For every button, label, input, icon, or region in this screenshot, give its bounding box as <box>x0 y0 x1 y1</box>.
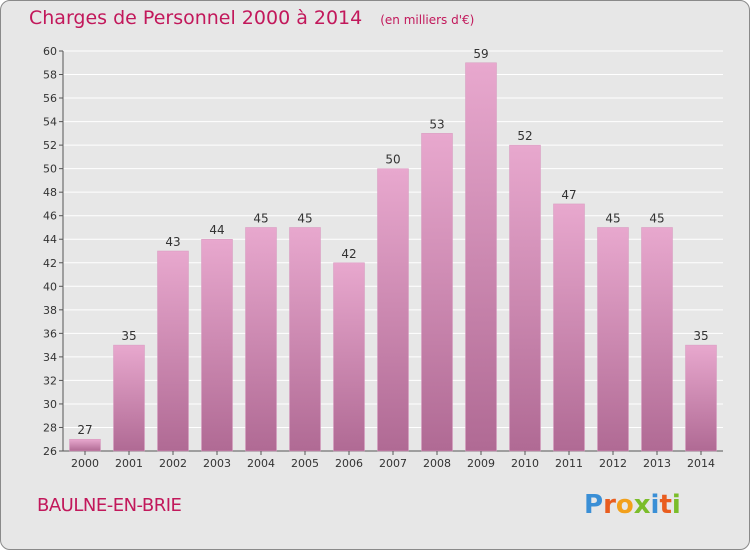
chart-title: Charges de Personnel 2000 à 2014 (en mill… <box>29 7 474 29</box>
bar <box>641 227 673 452</box>
bar <box>113 344 145 452</box>
chart-title-text: Charges de Personnel 2000 à 2014 <box>29 7 363 29</box>
bar-value-label: 45 <box>605 211 620 225</box>
bar-value-label: 52 <box>517 129 532 143</box>
bar-value-label: 35 <box>121 329 136 343</box>
y-tick-label: 54 <box>43 116 57 129</box>
x-tick-label: 2009 <box>467 457 495 470</box>
commune-name: BAULNE-EN-BRIE <box>37 495 182 516</box>
bar <box>245 227 277 452</box>
x-tick-label: 2003 <box>203 457 231 470</box>
proxiti-logo: Proxiti <box>584 490 681 520</box>
bar-value-label: 42 <box>341 247 356 261</box>
y-tick-label: 32 <box>43 374 57 387</box>
bar <box>421 133 453 452</box>
y-tick-label: 26 <box>43 445 57 458</box>
x-tick-label: 2010 <box>511 457 539 470</box>
y-tick-label: 48 <box>43 186 57 199</box>
bar <box>465 62 497 452</box>
x-tick-label: 2005 <box>291 457 319 470</box>
bar <box>553 203 585 452</box>
bar-value-label: 53 <box>429 117 444 131</box>
logo-letter: P <box>584 490 604 520</box>
bar-value-label: 45 <box>297 211 312 225</box>
bar <box>685 344 717 452</box>
bar-value-label: 47 <box>561 188 576 202</box>
bar <box>201 238 233 452</box>
x-tick-label: 2013 <box>643 457 671 470</box>
bar-value-label: 45 <box>649 211 664 225</box>
bar <box>509 144 541 452</box>
y-tick-label: 60 <box>43 45 57 58</box>
x-tick-label: 2006 <box>335 457 363 470</box>
y-tick-label: 36 <box>43 327 57 340</box>
x-tick-label: 2011 <box>555 457 583 470</box>
x-tick-label: 2007 <box>379 457 407 470</box>
bar-value-label: 44 <box>209 223 224 237</box>
logo-letter: x <box>633 490 651 520</box>
x-tick-label: 2001 <box>115 457 143 470</box>
y-tick-label: 52 <box>43 139 57 152</box>
x-tick-label: 2014 <box>687 457 715 470</box>
x-tick-label: 2012 <box>599 457 627 470</box>
y-tick-label: 28 <box>43 421 57 434</box>
bar <box>597 227 629 452</box>
bar-value-label: 50 <box>385 153 400 167</box>
bar <box>377 168 409 452</box>
bar <box>289 227 321 452</box>
x-tick-label: 2000 <box>71 457 99 470</box>
x-tick-label: 2004 <box>247 457 275 470</box>
bar-value-label: 27 <box>77 423 92 437</box>
logo-letter: r <box>603 490 616 520</box>
logo-letter: i <box>671 490 681 520</box>
bar-value-label: 59 <box>473 47 488 61</box>
bar <box>69 438 101 452</box>
bar-value-label: 43 <box>165 235 180 249</box>
bar <box>333 262 365 452</box>
y-tick-label: 44 <box>43 233 57 246</box>
y-tick-label: 30 <box>43 398 57 411</box>
y-tick-label: 38 <box>43 304 57 317</box>
logo-letter: i <box>650 490 660 520</box>
bar-value-label: 35 <box>693 329 708 343</box>
logo-letter: o <box>615 490 634 520</box>
y-tick-label: 40 <box>43 280 57 293</box>
x-tick-label: 2002 <box>159 457 187 470</box>
y-tick-label: 42 <box>43 257 57 270</box>
y-tick-label: 34 <box>43 351 57 364</box>
logo-letter: t <box>659 490 672 520</box>
chart-subtitle: (en milliers d'€) <box>380 13 475 27</box>
bar <box>157 250 189 452</box>
x-tick-label: 2008 <box>423 457 451 470</box>
y-tick-label: 46 <box>43 210 57 223</box>
y-tick-label: 56 <box>43 92 57 105</box>
y-tick-label: 50 <box>43 163 57 176</box>
bar-value-label: 45 <box>253 211 268 225</box>
y-tick-label: 58 <box>43 69 57 82</box>
